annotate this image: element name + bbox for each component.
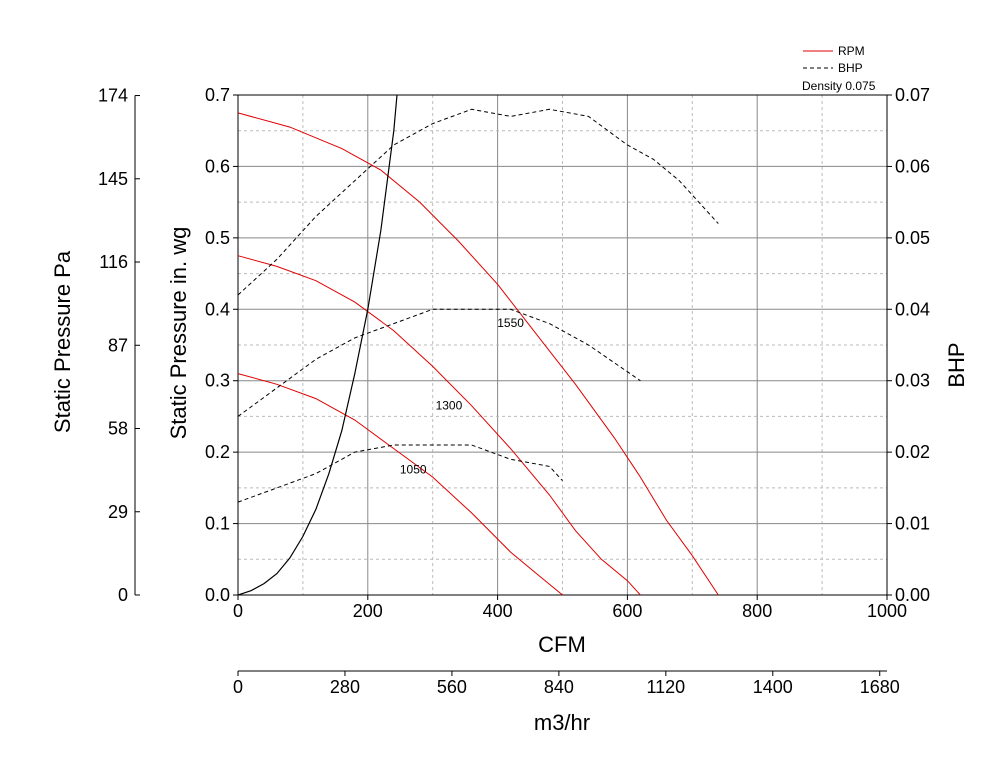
bhp-curve-0 <box>237 108 719 296</box>
legend-density-note: Density 0.075 <box>802 79 876 93</box>
y2-tick-label: 0.05 <box>895 228 930 248</box>
x-tick-label: 0 <box>233 601 243 621</box>
y-tick-label: 0.6 <box>205 156 230 176</box>
pa-tick-label: 116 <box>99 252 128 272</box>
y-tick-label: 0.5 <box>205 228 230 248</box>
rpm-curve-label-1550: 1550 <box>497 316 524 330</box>
legend-bhp-label: BHP <box>838 61 863 75</box>
m3hr-tick-label: 560 <box>437 677 467 697</box>
y2-tick-label: 0.00 <box>895 585 930 605</box>
pa-tick-label: 87 <box>108 335 128 355</box>
x-tick-label: 800 <box>742 601 772 621</box>
m3hr-tick-label: 280 <box>330 677 360 697</box>
y-axis-title: Static Pressure in. wg <box>166 227 191 440</box>
pa-tick-label: 145 <box>98 169 128 189</box>
y-tick-label: 0.4 <box>205 299 230 319</box>
rpm-curve-label-1300: 1300 <box>436 398 463 412</box>
pa-axis-title: Static Pressure Pa <box>50 250 75 433</box>
x-tick-label: 400 <box>483 601 513 621</box>
y2-tick-label: 0.02 <box>895 442 930 462</box>
y2-tick-label: 0.04 <box>895 299 930 319</box>
m3hr-tick-label: 1120 <box>646 677 685 697</box>
x2-axis-title: m3/hr <box>534 710 590 735</box>
y-tick-label: 0.3 <box>205 371 230 391</box>
rpm-curve-1300 <box>237 255 641 596</box>
m3hr-tick-label: 1400 <box>753 677 793 697</box>
rpm-curve-1050 <box>237 373 563 596</box>
y2-tick-label: 0.06 <box>895 156 930 176</box>
bhp-curve-1 <box>237 308 641 417</box>
legend: RPM BHP Density 0.075 <box>802 44 876 93</box>
y2-tick-label: 0.03 <box>895 371 930 391</box>
system-curve <box>238 95 398 595</box>
y-tick-label: 0.2 <box>205 442 230 462</box>
m3hr-tick-label: 1680 <box>860 677 900 697</box>
pa-tick-label: 29 <box>108 502 128 522</box>
x-tick-label: 1000 <box>867 601 907 621</box>
x-tick-label: 200 <box>353 601 383 621</box>
m3hr-tick-label: 840 <box>544 677 574 697</box>
y2-tick-label: 0.01 <box>895 514 930 534</box>
y2-tick-label: 0.07 <box>895 85 930 105</box>
rpm-curve-1550 <box>237 112 719 596</box>
y-tick-label: 0.7 <box>205 85 230 105</box>
x-tick-label: 600 <box>612 601 642 621</box>
x-axis-title: CFM <box>538 632 586 657</box>
m3hr-tick-label: 0 <box>233 677 243 697</box>
rpm-curve-label-1050: 1050 <box>400 463 427 477</box>
pa-tick-label: 174 <box>98 86 128 106</box>
pa-tick-label: 0 <box>118 585 128 605</box>
legend-rpm-label: RPM <box>838 44 865 58</box>
y-tick-label: 0.0 <box>205 585 230 605</box>
y2-axis-title: BHP <box>944 342 969 387</box>
y-tick-label: 0.1 <box>205 514 230 534</box>
pa-tick-label: 58 <box>108 419 128 439</box>
